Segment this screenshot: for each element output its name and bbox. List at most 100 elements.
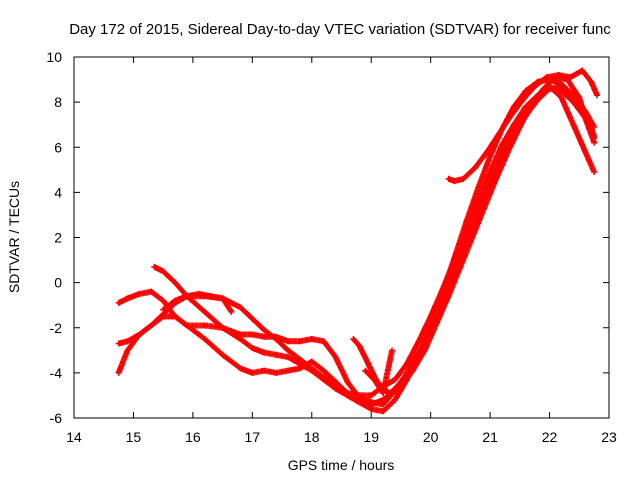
data-point-5-21	[582, 114, 589, 121]
y-tick-label-8: 10	[46, 49, 62, 65]
data-point-0-10	[249, 315, 256, 322]
x-tick-label-3: 17	[245, 429, 261, 445]
data-point-2-6	[183, 322, 190, 329]
y-tick-label-0: -6	[50, 410, 63, 426]
data-point-3-13	[320, 376, 327, 383]
data-point-3-36	[591, 169, 598, 176]
data-point-0-11	[261, 327, 268, 334]
data-point-0-9	[237, 304, 244, 311]
data-point-1-12	[273, 333, 280, 340]
data-point-3-15	[344, 392, 351, 399]
data-point-7-2	[380, 390, 387, 397]
data-point-5-5	[397, 383, 404, 390]
data-point-6-1	[451, 178, 458, 185]
x-tick-label-8: 22	[542, 429, 558, 445]
data-point-2-37	[570, 99, 577, 106]
data-point-6-9	[543, 74, 550, 81]
y-tick-label-2: -2	[50, 320, 63, 336]
x-tick-label-0: 14	[66, 429, 82, 445]
data-point-3-33	[558, 94, 565, 101]
data-point-3-17	[368, 405, 375, 412]
data-point-2-7	[201, 336, 208, 343]
series-track-8	[362, 347, 396, 397]
data-point-2-5	[172, 313, 179, 320]
data-point-5-20	[576, 94, 583, 101]
data-point-3-12	[308, 367, 315, 374]
series-track-5	[160, 290, 235, 315]
data-point-1-11	[261, 333, 268, 340]
y-tick-label-1: -4	[50, 365, 63, 381]
data-point-4-5	[219, 295, 226, 302]
data-point-5-12	[481, 205, 488, 212]
data-point-4-3	[195, 290, 202, 297]
data-point-3-11	[296, 360, 303, 367]
data-point-5-9	[445, 293, 452, 300]
data-point-5-1	[356, 342, 363, 349]
y-tick-label-6: 6	[54, 139, 62, 155]
data-point-4-6	[228, 308, 235, 315]
data-point-2-22	[392, 376, 398, 383]
data-point-3-0	[151, 263, 158, 270]
data-point-2-0	[115, 369, 122, 376]
data-point-2-12	[273, 369, 280, 376]
data-point-3-14	[332, 385, 339, 392]
data-point-2-17	[332, 378, 339, 385]
data-point-1-17	[332, 354, 339, 361]
data-point-1-1	[124, 295, 131, 302]
data-point-5-10	[457, 263, 464, 270]
data-point-7-0	[362, 367, 369, 374]
y-tick-label-5: 4	[54, 184, 62, 200]
data-point-2-24	[415, 338, 422, 345]
data-point-4-4	[207, 293, 214, 300]
data-point-6-4	[484, 148, 491, 155]
x-tick-label-5: 19	[363, 429, 379, 445]
data-point-2-20	[368, 392, 375, 399]
data-point-5-6	[409, 367, 416, 374]
data-point-1-7	[201, 322, 208, 329]
data-point-2-36	[558, 87, 565, 94]
data-point-0-29	[475, 184, 482, 191]
data-point-3-26	[475, 209, 482, 216]
data-point-2-31	[499, 141, 505, 148]
data-point-0-30	[487, 153, 494, 160]
data-point-2-10	[249, 369, 256, 376]
x-tick-label-2: 16	[185, 429, 201, 445]
data-point-3-5	[219, 324, 226, 331]
data-point-1-3	[148, 288, 155, 295]
data-point-6-3	[472, 164, 479, 171]
data-point-5-17	[540, 85, 547, 92]
data-point-5-15	[516, 123, 523, 130]
data-point-3-10	[285, 354, 291, 361]
data-point-5-14	[504, 148, 511, 155]
data-point-2-15	[308, 358, 315, 365]
y-tick-label-4: 2	[54, 230, 62, 246]
data-point-3-1	[160, 268, 167, 275]
data-point-6-8	[531, 83, 538, 90]
data-point-4-0	[160, 306, 167, 313]
data-point-6-5	[496, 130, 503, 137]
data-point-3-16	[356, 399, 363, 406]
data-point-1-0	[115, 299, 122, 306]
data-point-3-4	[201, 308, 208, 315]
data-point-2-3	[148, 322, 155, 329]
data-point-1-2	[136, 290, 143, 297]
data-point-5-16	[528, 101, 535, 108]
data-point-1-14	[296, 338, 303, 345]
series-track-7	[445, 67, 601, 185]
data-point-3-18	[380, 408, 387, 415]
data-point-3-19	[392, 396, 398, 403]
data-point-2-16	[320, 367, 327, 374]
data-point-2-9	[237, 365, 244, 372]
data-point-3-35	[582, 148, 589, 155]
data-point-3-9	[273, 351, 280, 358]
data-point-5-4	[386, 390, 393, 397]
x-tick-labels: 14 15 16 17 18 19 20 21 22 23	[66, 429, 617, 445]
data-point-4-1	[172, 297, 179, 304]
chart-title: Day 172 of 2015, Sidereal Day-to-day VTE…	[69, 21, 611, 38]
data-point-1-16	[320, 338, 327, 345]
data-point-5-7	[421, 347, 428, 354]
data-point-3-7	[249, 345, 256, 352]
data-point-2-19	[356, 392, 363, 399]
